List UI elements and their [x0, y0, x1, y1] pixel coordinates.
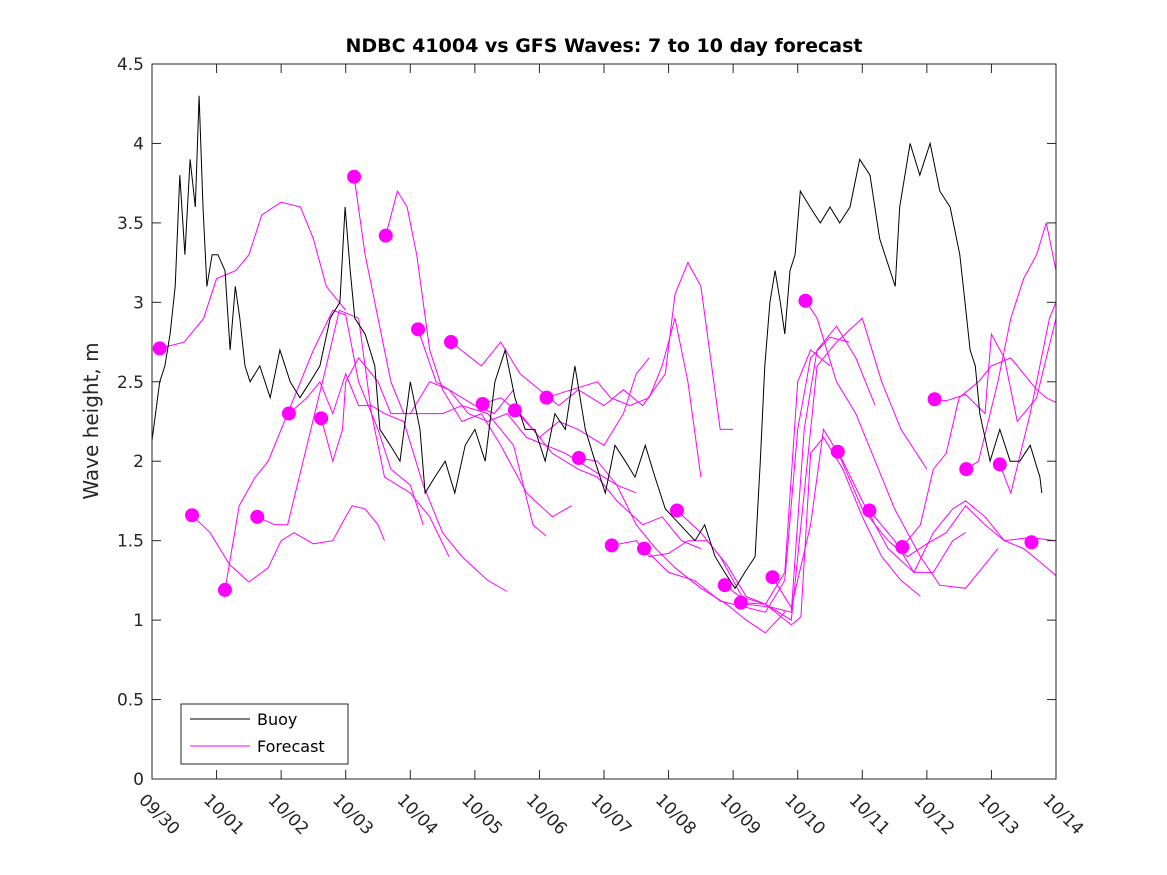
y-tick-label: 3.5 — [117, 214, 144, 234]
forecast-line — [320, 357, 514, 464]
forecast-line — [514, 410, 702, 550]
y-tick-label: 2.5 — [117, 373, 144, 393]
forecast-line — [417, 329, 637, 494]
forecast-init-marker — [637, 541, 652, 556]
legend-box — [180, 703, 349, 765]
forecast-init-marker — [669, 503, 684, 518]
forecast-init-marker — [507, 403, 522, 418]
forecast-init-marker — [314, 411, 329, 426]
forecast-init-marker — [733, 595, 748, 610]
y-tick-label: 1 — [133, 611, 144, 631]
forecast-line — [257, 309, 450, 557]
forecast-init-marker — [217, 582, 232, 597]
y-tick-label: 4.5 — [117, 55, 144, 75]
chart-title: NDBC 41004 vs GFS Waves: 7 to 10 day for… — [345, 35, 862, 57]
forecast-line — [353, 176, 547, 537]
forecast-init-marker — [281, 406, 296, 421]
y-tick-label: 3 — [133, 293, 144, 313]
forecast-line — [724, 317, 928, 621]
forecast-init-marker — [830, 444, 845, 459]
forecast-init-marker — [185, 508, 200, 523]
forecast-line — [805, 300, 999, 589]
y-tick-label: 2 — [133, 452, 144, 472]
forecast-line — [450, 261, 734, 430]
forecast-line — [191, 505, 385, 583]
forecast-init-marker — [571, 451, 586, 466]
axes-box — [151, 63, 1057, 780]
y-tick-label: 0 — [133, 770, 144, 790]
y-tick-label: 0.5 — [117, 691, 144, 711]
forecast-init-marker — [992, 457, 1007, 472]
legend: Buoy Forecast — [180, 703, 349, 765]
forecast-line — [869, 500, 1057, 574]
forecast-init-marker — [765, 570, 780, 585]
forecast-init-marker — [895, 540, 910, 555]
forecast-init-marker — [604, 538, 619, 553]
forecast-line — [385, 189, 572, 518]
legend-forecast-label: Forecast — [257, 737, 325, 756]
forecast-line — [740, 436, 921, 626]
forecast-line — [999, 302, 1057, 495]
forecast-line — [934, 318, 1057, 423]
forecast-init-marker — [959, 462, 974, 477]
plot-lines — [151, 95, 1057, 634]
forecast-init-marker — [347, 169, 362, 184]
forecast-line — [611, 349, 831, 605]
y-tick-label: 4 — [133, 134, 144, 154]
forecast-init-marker — [927, 392, 942, 407]
forecast-init-marker — [250, 509, 265, 524]
forecast-init-marker — [443, 335, 458, 350]
forecast-init-marker — [798, 293, 813, 308]
y-tick-label: 1.5 — [117, 532, 144, 552]
forecast-init-marker — [475, 397, 490, 412]
plot-area — [152, 64, 1056, 779]
forecast-init-marker — [1024, 535, 1039, 550]
forecast-line — [224, 309, 424, 590]
forecast-init-marker — [152, 341, 167, 356]
forecast-line — [965, 222, 1057, 470]
forecast-line — [546, 318, 702, 478]
y-axis-label: Wave height, m — [79, 342, 103, 499]
forecast-line — [772, 427, 966, 609]
forecast-init-marker — [862, 503, 877, 518]
forecast-line — [837, 451, 1057, 576]
forecast-init-marker — [378, 228, 393, 243]
forecast-init-marker — [539, 390, 554, 405]
forecast-line — [159, 201, 347, 349]
forecast-init-marker — [717, 578, 732, 593]
buoy-line — [151, 95, 1043, 590]
forecast-line — [578, 457, 786, 634]
legend-buoy-label: Buoy — [257, 710, 297, 729]
forecast-init-marker — [411, 322, 426, 337]
